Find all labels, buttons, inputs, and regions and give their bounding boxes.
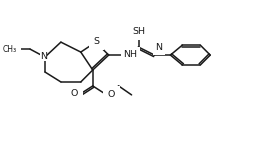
Text: O: O <box>108 90 115 99</box>
Text: O: O <box>70 89 78 98</box>
Text: NH: NH <box>124 50 138 59</box>
Text: N: N <box>41 52 48 61</box>
Text: N: N <box>155 43 163 52</box>
Text: S: S <box>94 37 100 46</box>
Text: SH: SH <box>132 27 145 36</box>
Text: CH₃: CH₃ <box>3 45 17 54</box>
